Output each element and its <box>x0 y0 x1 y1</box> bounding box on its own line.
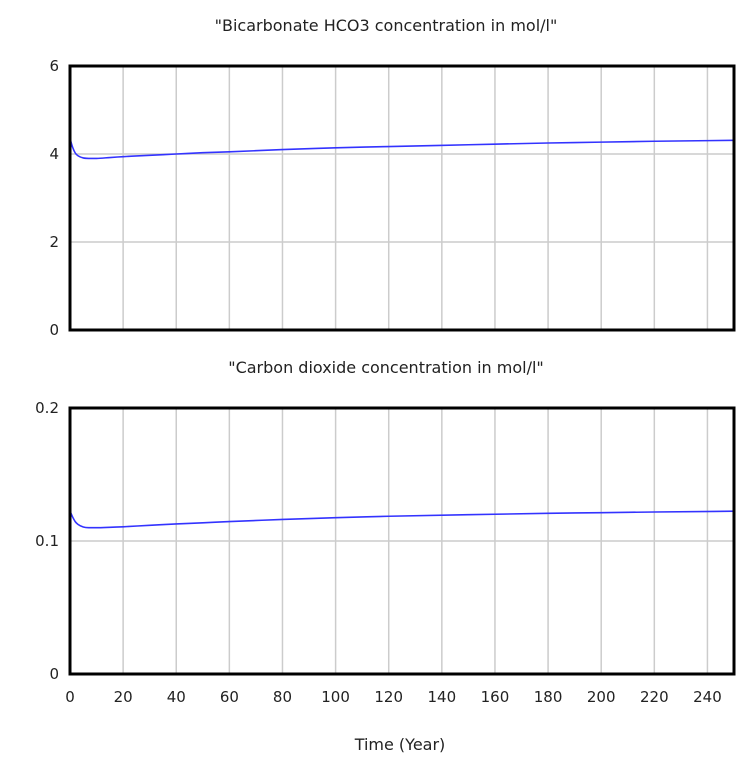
carbon-dioxide-x-tick-label: 220 <box>640 688 669 706</box>
bicarbonate-chart: "Bicarbonate HCO3 concentration in mol/l… <box>49 16 736 339</box>
carbon-dioxide-x-tick-label: 140 <box>428 688 457 706</box>
carbon-dioxide-x-tick-label: 20 <box>114 688 133 706</box>
bicarbonate-chart-title: "Bicarbonate HCO3 concentration in mol/l… <box>215 16 558 35</box>
carbon-dioxide-x-tick-label: 0 <box>65 688 75 706</box>
bicarbonate-y-tick-label: 0 <box>49 321 59 339</box>
carbon-dioxide-chart: "Carbon dioxide concentration in mol/l" … <box>35 358 736 706</box>
carbon-dioxide-x-tick-label: 100 <box>321 688 350 706</box>
carbon-dioxide-plot-frame <box>68 406 736 676</box>
carbon-dioxide-x-tick-label: 60 <box>220 688 239 706</box>
carbon-dioxide-y-tick-label: 0.2 <box>35 399 59 417</box>
x-axis-label: Time (Year) <box>354 735 446 754</box>
carbon-dioxide-x-tick-label: 180 <box>534 688 563 706</box>
bicarbonate-y-tick-label: 2 <box>49 233 59 251</box>
bicarbonate-series-line <box>69 138 735 160</box>
carbon-dioxide-x-tick-label: 80 <box>273 688 292 706</box>
carbon-dioxide-x-tick-label: 40 <box>167 688 186 706</box>
bicarbonate-y-tick-label: 4 <box>49 145 59 163</box>
carbon-dioxide-y-tick-label: 0 <box>49 665 59 683</box>
carbon-dioxide-x-tick-label: 120 <box>374 688 403 706</box>
carbon-dioxide-series-line <box>69 510 735 529</box>
carbon-dioxide-x-tick-label: 200 <box>587 688 616 706</box>
carbon-dioxide-x-tick-label: 240 <box>693 688 722 706</box>
carbon-dioxide-x-tick-label: 160 <box>481 688 510 706</box>
carbon-dioxide-chart-title: "Carbon dioxide concentration in mol/l" <box>228 358 544 377</box>
bicarbonate-y-tick-label: 6 <box>49 57 59 75</box>
carbon-dioxide-y-tick-label: 0.1 <box>35 532 59 550</box>
bicarbonate-plot-frame <box>68 64 736 332</box>
